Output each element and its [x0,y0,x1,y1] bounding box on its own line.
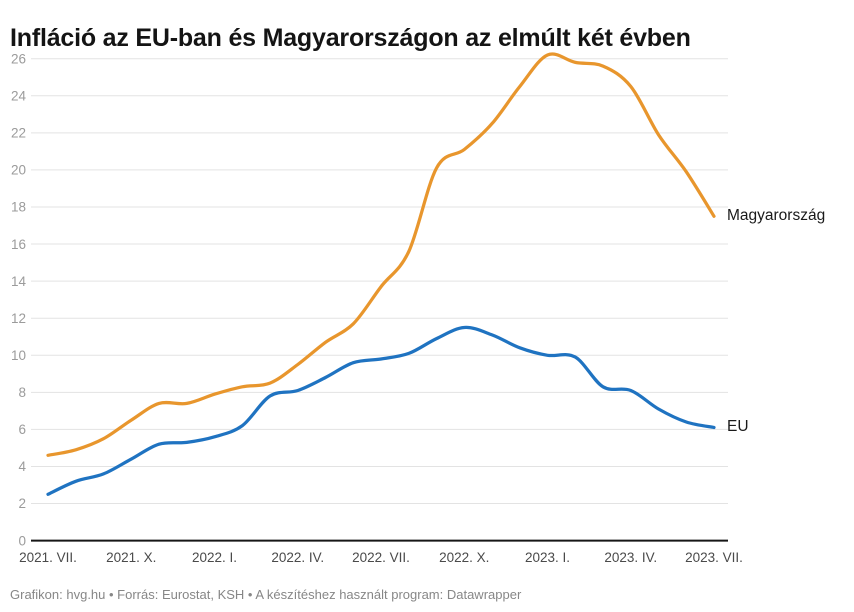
y-tick-label: 6 [18,422,26,437]
x-tick-label: 2023. VII. [685,550,743,565]
y-tick-label: 2 [18,496,26,511]
x-tick-label: 2023. I. [525,550,570,565]
y-tick-label: 16 [11,237,26,252]
chart-title: Infláció az EU-ban és Magyarországon az … [10,23,691,52]
y-tick-label: 22 [11,126,26,141]
chart-footer: Grafikon: hvg.hu • Forrás: Eurostat, KSH… [10,587,522,602]
y-tick-label: 4 [18,459,26,474]
magyarorszag-line [46,52,716,457]
x-tick-label: 2023. IV. [604,550,657,565]
y-tick-label: 12 [11,311,26,326]
y-tick-label: 18 [11,200,26,215]
y-tick-label: 26 [11,51,26,66]
y-tick-label: 8 [18,385,26,400]
x-tick-label: 2021. VII. [19,550,77,565]
x-tick-label: 2022. X. [439,550,489,565]
x-tick-label: 2022. IV. [271,550,324,565]
eu-line [46,325,716,496]
series-label-magyarorszag: Magyarország [727,207,826,224]
y-tick-label: 24 [11,88,27,103]
y-tick-label: 0 [18,533,26,548]
y-tick-label: 10 [11,348,26,363]
y-tick-label: 14 [11,274,27,289]
series-label-eu: EU [727,418,749,435]
x-tick-label: 2021. X. [106,550,156,565]
y-tick-label: 20 [11,163,26,178]
x-tick-label: 2022. I. [192,550,237,565]
x-tick-label: 2022. VII. [352,550,410,565]
